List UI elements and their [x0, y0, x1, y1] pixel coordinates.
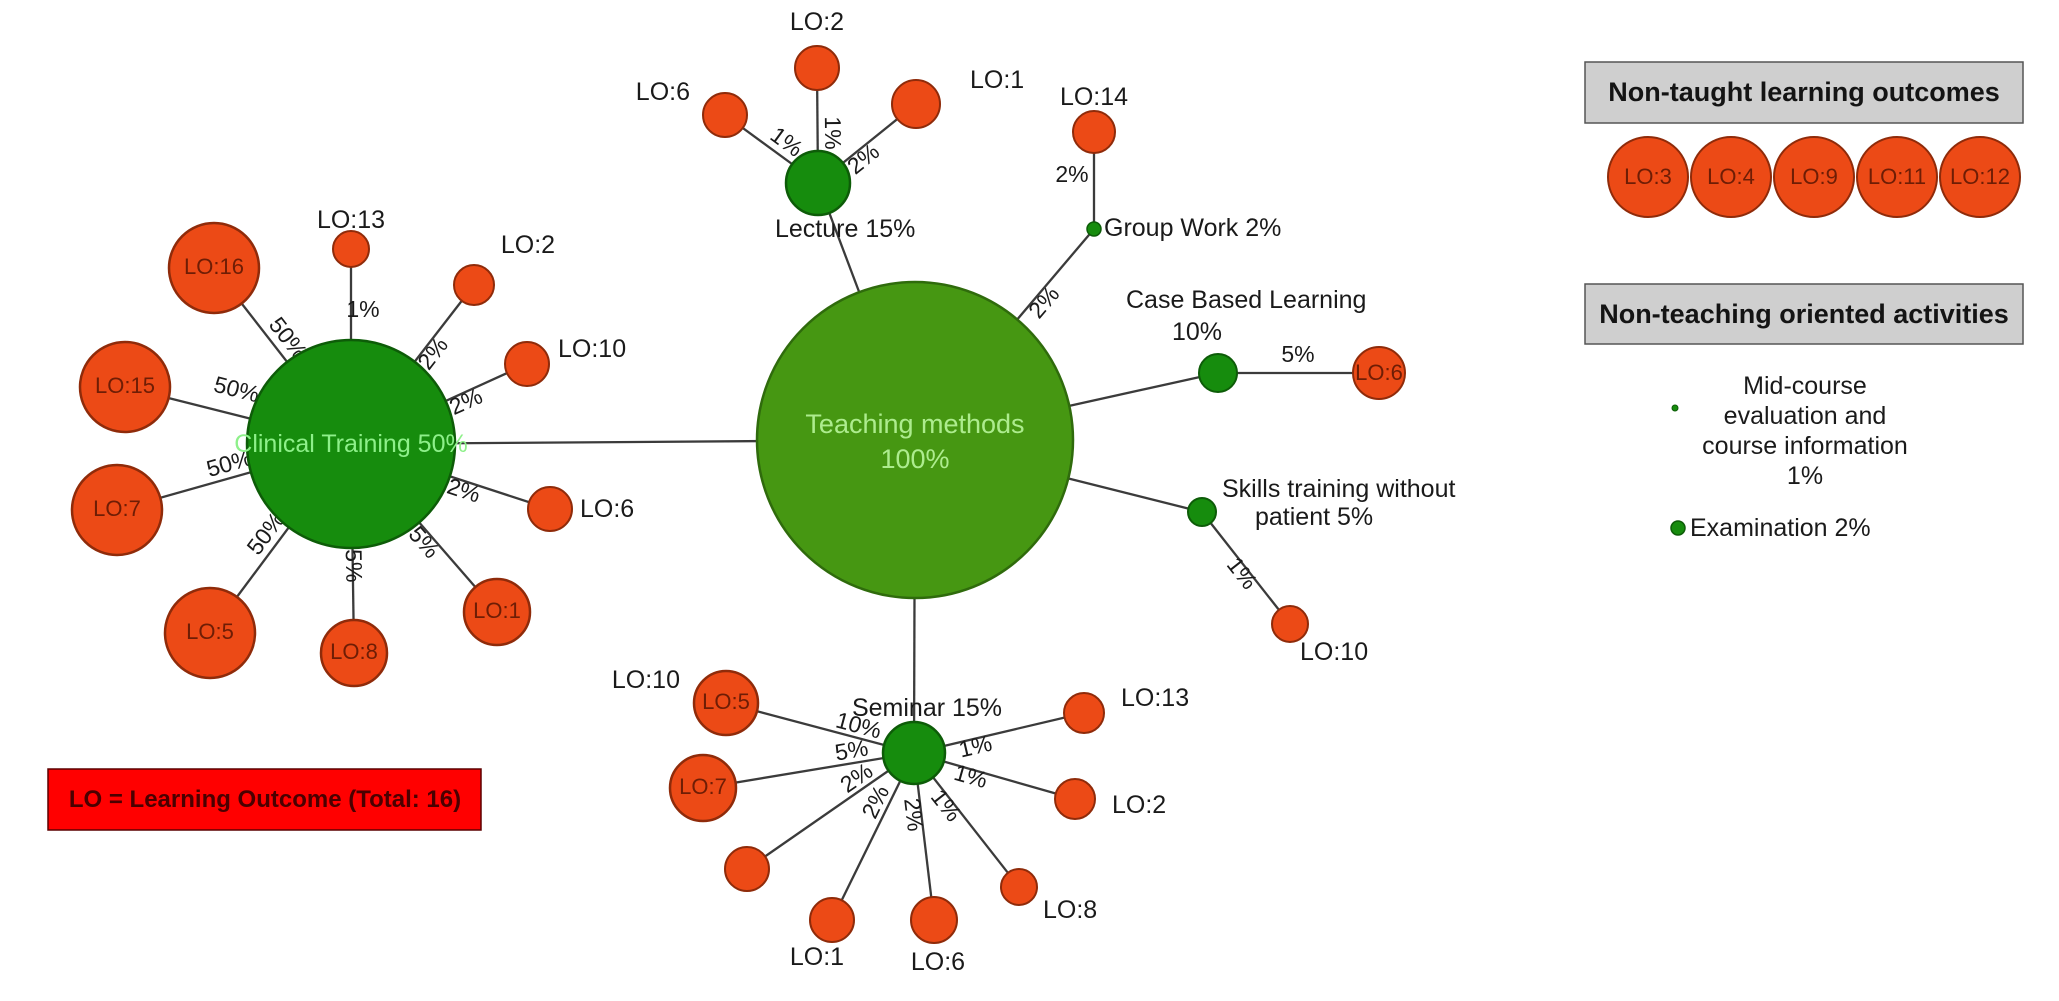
svg-text:Clinical Training 50%: Clinical Training 50%	[234, 430, 467, 458]
svg-text:LO:6: LO:6	[1355, 360, 1403, 385]
svg-text:LO = Learning Outcome (Total:: LO = Learning Outcome (Total: 16)	[69, 786, 461, 813]
svg-text:1%: 1%	[956, 730, 994, 763]
svg-text:LO:11: LO:11	[1868, 164, 1926, 189]
svg-text:5%: 5%	[341, 549, 367, 583]
svg-text:Group Work 2%: Group Work 2%	[1104, 214, 1281, 242]
svg-text:LO:9: LO:9	[1790, 164, 1838, 189]
svg-text:2%: 2%	[1023, 281, 1064, 323]
svg-text:LO:3: LO:3	[1624, 164, 1672, 189]
svg-text:LO:1: LO:1	[790, 943, 844, 971]
svg-text:LO:14: LO:14	[1060, 83, 1128, 111]
svg-text:LO:10: LO:10	[1300, 638, 1368, 666]
svg-text:Non-taught learning outcomes: Non-taught learning outcomes	[1608, 77, 2000, 107]
svg-text:evaluation and: evaluation and	[1724, 402, 1887, 430]
svg-text:LO:7: LO:7	[679, 774, 727, 799]
svg-text:patient 5%: patient 5%	[1255, 503, 1373, 531]
svg-text:1%: 1%	[951, 759, 990, 793]
svg-text:LO:15: LO:15	[95, 373, 155, 398]
svg-text:100%: 100%	[880, 444, 949, 474]
svg-text:LO:16: LO:16	[184, 254, 244, 279]
svg-text:LO:4: LO:4	[1707, 164, 1755, 189]
svg-text:LO:8: LO:8	[330, 639, 378, 664]
svg-text:Seminar 15%: Seminar 15%	[852, 694, 1002, 722]
svg-text:LO:13: LO:13	[1121, 684, 1189, 712]
svg-text:Examination 2%: Examination 2%	[1690, 514, 1871, 542]
svg-text:LO:6: LO:6	[911, 948, 965, 976]
svg-text:1%: 1%	[1222, 552, 1263, 594]
svg-text:Teaching methods: Teaching methods	[805, 409, 1024, 439]
svg-text:Case Based Learning: Case Based Learning	[1126, 286, 1366, 314]
svg-text:LO:1: LO:1	[970, 66, 1024, 94]
svg-text:LO:8: LO:8	[1043, 896, 1097, 924]
svg-text:Lecture 15%: Lecture 15%	[775, 215, 915, 243]
svg-text:LO:1: LO:1	[473, 598, 521, 623]
svg-text:LO:13: LO:13	[317, 206, 385, 234]
svg-text:LO:10: LO:10	[612, 666, 680, 694]
svg-text:1%: 1%	[926, 784, 967, 826]
svg-text:1%: 1%	[346, 296, 379, 322]
svg-text:LO:7: LO:7	[93, 496, 141, 521]
svg-text:LO:2: LO:2	[1112, 791, 1166, 819]
svg-text:LO:10: LO:10	[558, 335, 626, 363]
svg-text:LO:5: LO:5	[702, 689, 750, 714]
svg-text:Non-teaching oriented activiti: Non-teaching oriented activities	[1599, 299, 2009, 329]
svg-text:LO:12: LO:12	[1950, 164, 2010, 189]
svg-text:course information: course information	[1702, 432, 1908, 460]
svg-text:LO:6: LO:6	[580, 495, 634, 523]
svg-text:LO:2: LO:2	[501, 231, 555, 259]
svg-text:2%: 2%	[1055, 161, 1088, 187]
svg-text:1%: 1%	[820, 116, 846, 149]
svg-text:LO:2: LO:2	[790, 8, 844, 36]
svg-text:Skills training without: Skills training without	[1222, 475, 1455, 503]
svg-text:2%: 2%	[899, 797, 929, 833]
svg-text:1%: 1%	[1787, 462, 1823, 490]
svg-text:LO:6: LO:6	[636, 78, 690, 106]
svg-text:LO:5: LO:5	[186, 619, 234, 644]
svg-text:10%: 10%	[1172, 318, 1222, 346]
svg-text:Mid-course: Mid-course	[1743, 372, 1867, 400]
svg-text:5%: 5%	[1281, 341, 1314, 367]
